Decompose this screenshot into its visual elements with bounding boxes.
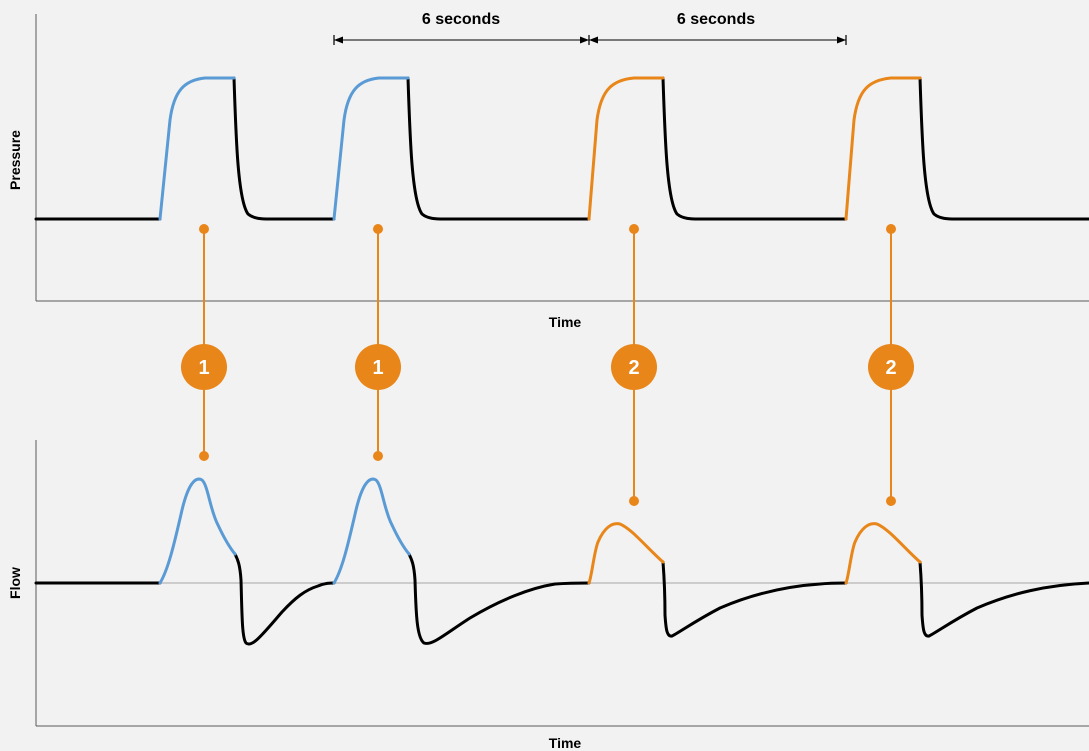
pressure-breath-2 — [332, 76, 410, 221]
pressure-breath-1 — [158, 76, 236, 221]
breath-marker-3-label: 2 — [628, 357, 639, 379]
pressure-breath-4 — [844, 76, 922, 221]
breath-marker-4-label: 2 — [885, 357, 896, 379]
flow-breath-2 — [332, 477, 411, 585]
flow-axis-label: Flow — [7, 567, 23, 599]
breath-marker-1-label: 1 — [198, 357, 209, 379]
flow-breath-1 — [158, 477, 237, 585]
breath-marker-2-label: 1 — [372, 357, 383, 379]
pressure-trace — [34, 76, 1089, 221]
flow-breath-3 — [587, 522, 665, 585]
interval-bracket-1 — [333, 35, 590, 45]
interval-label-1: 6 seconds — [422, 11, 500, 28]
breath-marker-3: 2 — [611, 224, 657, 506]
flow-trace — [34, 477, 1089, 646]
breath-marker-2: 1 — [355, 224, 401, 461]
breath-marker-1: 1 — [181, 224, 227, 461]
interval-bracket-2 — [589, 35, 847, 45]
pressure-axes — [35, 14, 1089, 302]
interval-label-2: 6 seconds — [677, 11, 755, 28]
breath-marker-4: 2 — [868, 224, 914, 506]
pressure-axis-label: Pressure — [7, 130, 23, 190]
pressure-time-label: Time — [549, 314, 582, 330]
pressure-breath-3 — [587, 76, 665, 221]
flow-baseline-segments — [34, 552, 1089, 646]
pressure-baseline-segments — [34, 76, 1089, 221]
flow-time-label: Time — [549, 735, 582, 751]
flow-breath-4 — [844, 522, 922, 585]
